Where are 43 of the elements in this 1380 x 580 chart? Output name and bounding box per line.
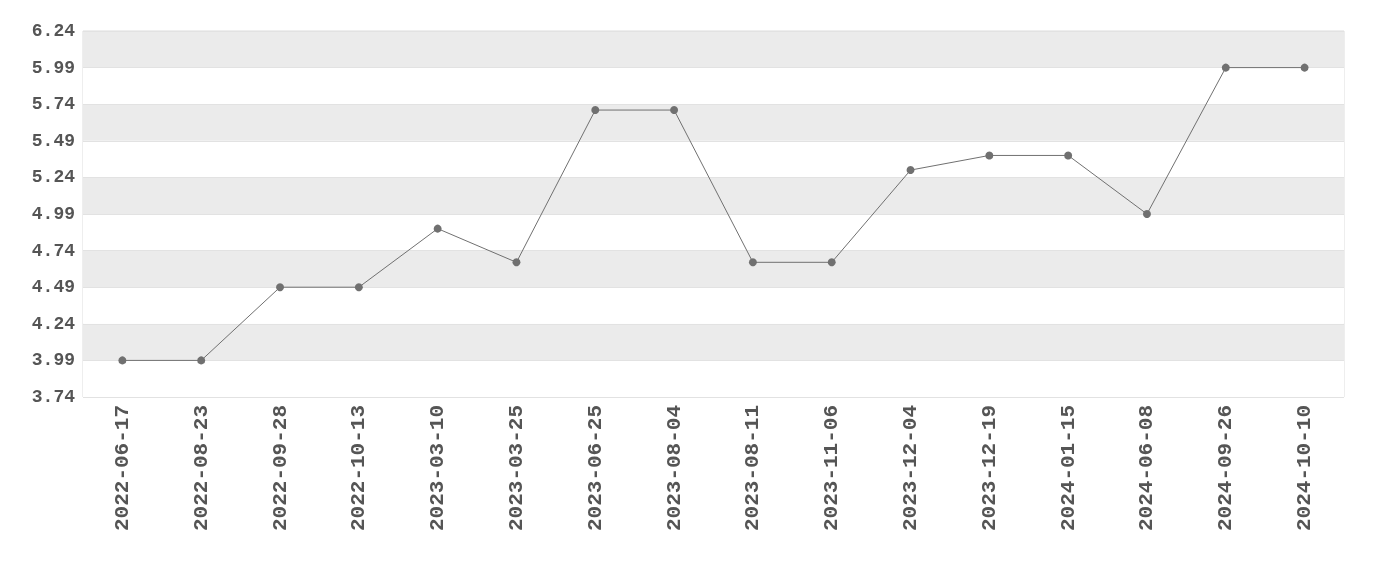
x-tick-label: 2023-12-19: [977, 405, 1001, 532]
point: [748, 258, 757, 267]
x-tick-label: 2023-03-25: [504, 405, 528, 532]
y-tick-label: 4.74: [31, 240, 76, 261]
point: [1221, 63, 1230, 72]
point: [512, 258, 521, 267]
point: [827, 258, 836, 267]
point: [1142, 210, 1151, 218]
x-tick-label: 2022-10-13: [347, 405, 371, 532]
point: [433, 224, 442, 233]
y-tick-label: 4.24: [31, 313, 76, 334]
point: [1300, 63, 1309, 72]
y-tick-label: 6.24: [31, 21, 76, 41]
y-tick-label: 5.24: [31, 167, 76, 188]
point: [1064, 151, 1073, 160]
x-tick-label: 2024-06-08: [1135, 405, 1159, 532]
x-tick-label: 2022-08-23: [189, 405, 213, 532]
point: [276, 283, 285, 292]
point: [906, 166, 915, 175]
point: [985, 151, 994, 160]
x-tick-label: 2024-10-10: [1293, 405, 1317, 532]
point: [197, 356, 206, 365]
x-tick-label: 2023-06-25: [583, 405, 607, 532]
y-tick-label: 5.49: [31, 130, 75, 151]
y-tick-label: 3.74: [31, 387, 76, 407]
point: [591, 106, 600, 115]
point: [118, 356, 127, 365]
x-tick-label: 2022-09-28: [268, 405, 292, 532]
x-tick-label: 2023-08-04: [662, 405, 686, 532]
y-tick-label: 3.99: [31, 350, 75, 371]
y-tick-label: 4.99: [31, 204, 75, 224]
x-tick-label: 2023-03-10: [426, 405, 450, 532]
y-tick-label: 5.99: [31, 57, 75, 78]
y-tick-label: 4.49: [31, 277, 75, 298]
x-tick-label: 2024-01-15: [1056, 405, 1080, 532]
x-tick-label: 2023-11-06: [820, 405, 844, 532]
point: [354, 283, 363, 292]
x-tick-label: 2022-06-17: [110, 405, 134, 532]
x-tick-label: 2024-09-26: [1214, 405, 1238, 532]
y-tick-label: 5.74: [31, 94, 76, 115]
x-tick-label: 2023-12-04: [899, 405, 923, 532]
x-tick-label: 2023-08-11: [741, 405, 765, 532]
point: [670, 106, 679, 115]
